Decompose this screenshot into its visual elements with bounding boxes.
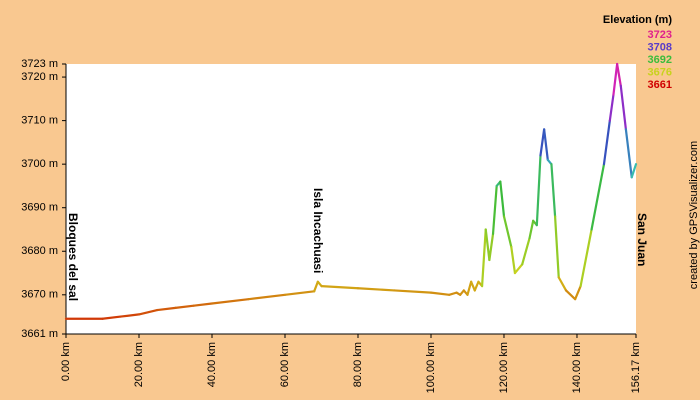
elevation-segment [579, 228, 593, 288]
elevation-segment [528, 219, 535, 240]
elevation-segment [602, 119, 611, 166]
y-tick-label: 3723 m [21, 58, 58, 70]
x-tick-label: 100.00 km [425, 342, 437, 393]
elevation-segment [513, 263, 524, 275]
elevation-segment [470, 280, 476, 292]
y-tick-label: 3670 m [21, 289, 58, 301]
y-tick-label: 3700 m [21, 158, 58, 170]
elevation-segment [473, 280, 480, 292]
elevation-segment [557, 276, 568, 292]
x-tick-label: 80.00 km [352, 342, 364, 387]
elevation-segment [192, 302, 214, 307]
waypoint-label: San Juan [635, 213, 649, 266]
elevation-segment [393, 289, 433, 294]
elevation-segment [624, 128, 633, 179]
elevation-segment [480, 228, 487, 288]
elevation-segment [535, 154, 542, 227]
x-tick-label: 140.00 km [571, 342, 583, 393]
elevation-segment [283, 290, 316, 296]
x-tick-label: 20.00 km [133, 342, 145, 387]
elevation-segment [484, 228, 491, 262]
waypoint-label: Bloques del sal [66, 213, 80, 301]
elevation-segment [616, 62, 622, 87]
elevation-segment [499, 180, 506, 218]
y-tick-label: 3680 m [21, 245, 58, 257]
elevation-segment [539, 128, 546, 157]
elevation-segment [101, 315, 122, 320]
elevation-segment [448, 291, 458, 296]
elevation-segment [488, 232, 495, 262]
x-tick-label: 156.17 km [630, 342, 642, 393]
elevation-segment [247, 293, 287, 301]
elevation-segment [543, 128, 549, 161]
elevation-segment [619, 84, 627, 131]
y-tick-label: 3710 m [21, 115, 58, 127]
elevation-segment [119, 313, 141, 318]
legend-entry: 3708 [648, 41, 672, 53]
elevation-segment [553, 215, 560, 279]
legend-title: Elevation (m) [603, 14, 672, 26]
elevation-segment [630, 163, 638, 179]
legend-entry: 3692 [648, 54, 672, 66]
elevation-segment [612, 62, 619, 96]
x-tick-label: 120.00 km [498, 342, 510, 393]
x-tick-label: 40.00 km [206, 342, 218, 387]
credit: created by GPSVisualizer.com [688, 141, 700, 289]
y-tick-label: 3690 m [21, 202, 58, 214]
x-tick-label: 0.00 km [60, 342, 72, 381]
elevation-segment [174, 304, 195, 309]
legend-entry: 3723 [648, 29, 672, 41]
elevation-segment [210, 298, 250, 305]
elevation-segment [156, 306, 177, 312]
elevation-segment [466, 280, 473, 296]
elevation-segment [521, 237, 531, 266]
legend-entry: 3661 [648, 79, 672, 91]
elevation-segment [590, 163, 606, 231]
y-tick-label: 3720 m [21, 71, 58, 83]
elevation-segment [356, 287, 396, 292]
plot-area [66, 64, 636, 334]
elevation-segment [320, 284, 360, 290]
y-tick-label: 3661 m [21, 328, 58, 340]
elevation-segment [313, 280, 319, 293]
elevation-segment [564, 289, 577, 301]
waypoint-label: Isla Incachuasi [311, 188, 325, 273]
elevation-segment [510, 245, 517, 275]
x-tick-label: 60.00 km [279, 342, 291, 387]
elevation-segment [608, 93, 615, 122]
elevation-segment [574, 284, 582, 301]
elevation-segment [491, 184, 498, 235]
elevation-segment [137, 308, 159, 316]
legend-entry: 3676 [648, 66, 672, 78]
elevation-segment [550, 163, 557, 218]
elevation-segment [429, 291, 451, 296]
elevation-segment [502, 215, 513, 249]
